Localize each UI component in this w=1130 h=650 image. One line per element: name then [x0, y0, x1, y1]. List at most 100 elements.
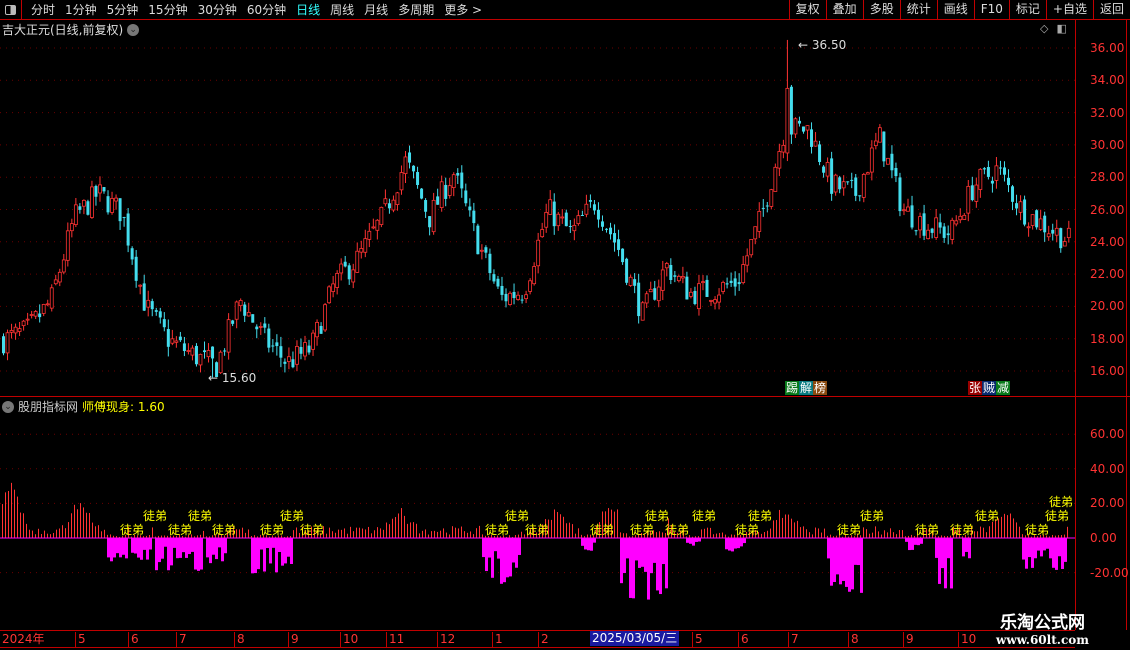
candle-body: [854, 177, 858, 196]
indicator-bar-positive: [728, 536, 729, 538]
tool-button[interactable]: 统计: [899, 0, 937, 19]
indicator-bar-negative: [161, 538, 164, 559]
indicator-bar-positive: [719, 532, 720, 538]
indicator-bar-positive: [887, 532, 888, 538]
period-tab[interactable]: 30分钟: [197, 3, 237, 17]
indicator-bar-positive: [992, 521, 993, 538]
indicator-bar-positive: [461, 526, 462, 538]
indicator-bar-positive: [395, 517, 396, 538]
period-tab[interactable]: 15分钟: [148, 3, 188, 17]
candle-body: [818, 144, 822, 163]
panel-toggle-button[interactable]: [0, 0, 22, 19]
candle-body: [431, 199, 436, 233]
candle-body: [460, 172, 464, 189]
min-price-label: ← 15.60: [208, 371, 257, 385]
indicator-bar-negative: [830, 538, 833, 586]
indicator-bar-negative: [146, 538, 149, 560]
indicator-bar-positive: [626, 533, 627, 538]
candle-body: [617, 239, 621, 250]
main-chart-tools: ◇ ◧: [1040, 22, 1067, 35]
candle-body: [447, 185, 452, 196]
indicator-bar-positive: [746, 531, 747, 538]
candle-body: [556, 213, 561, 227]
indicator-bar-positive: [767, 530, 768, 538]
indicator-bar-negative: [641, 538, 644, 567]
signal-label: 徒弟: [975, 509, 999, 523]
tool-button[interactable]: 多股: [862, 0, 900, 19]
candle-body: [648, 288, 653, 293]
indicator-bar-positive: [953, 526, 954, 538]
candle-body: [395, 192, 400, 205]
tool-button[interactable]: 叠加: [825, 0, 863, 19]
candle-body: [263, 323, 267, 328]
indicator-bar-negative: [194, 538, 197, 570]
signal-label: 徒弟: [748, 509, 772, 523]
indicator-bar-negative: [698, 538, 701, 542]
indicator-bar-negative: [1028, 538, 1031, 558]
candle-body: [215, 362, 219, 378]
candle-body: [198, 353, 203, 366]
indicator-bar-positive: [752, 531, 753, 538]
indicator-bar-positive: [788, 514, 789, 538]
candle-body: [78, 206, 82, 210]
candle-body: [584, 203, 589, 215]
indicator-bar-negative: [695, 538, 698, 542]
indicator-bar-positive: [365, 529, 366, 538]
period-tab[interactable]: 60分钟: [246, 3, 287, 17]
candle-body: [568, 225, 572, 227]
indicator-bar-positive: [53, 532, 54, 538]
candle-body: [540, 229, 545, 238]
indicator-bar-positive: [689, 535, 690, 538]
tag-char: 解: [799, 381, 814, 395]
period-tab[interactable]: 多周期: [398, 3, 435, 17]
period-tab[interactable]: 月线: [364, 3, 389, 17]
tool-button[interactable]: 返回: [1092, 0, 1130, 19]
period-tab[interactable]: 1分钟: [65, 3, 97, 17]
candle-body: [793, 118, 798, 135]
indicator-bar-positive: [770, 528, 771, 538]
chevron-down-icon[interactable]: ⌄: [127, 23, 140, 36]
indicator-bar-positive: [731, 534, 732, 538]
indicator-bar-negative: [518, 538, 521, 555]
period-tab[interactable]: 更多 >: [444, 3, 483, 17]
tool-button[interactable]: 复权: [788, 0, 826, 19]
candle-body: [82, 199, 86, 207]
candle-body: [468, 206, 472, 211]
candle-body: [637, 282, 641, 317]
panel-icon[interactable]: ◧: [1056, 22, 1067, 35]
candle-body: [741, 264, 746, 284]
chevron-down-icon[interactable]: ⌄: [2, 400, 14, 413]
indicator-bar-positive: [671, 524, 672, 538]
period-tab[interactable]: 日线: [296, 3, 321, 17]
indicator-bar-positive: [221, 534, 222, 538]
candle-body: [596, 209, 600, 220]
period-tab[interactable]: 周线: [330, 3, 355, 17]
tool-button[interactable]: F10: [973, 0, 1009, 19]
indicator-bar-positive: [845, 534, 846, 538]
indicator-bar-negative: [209, 538, 212, 564]
candle-body: [946, 233, 950, 236]
tool-button[interactable]: +自选: [1045, 0, 1093, 19]
diamond-icon[interactable]: ◇: [1040, 22, 1049, 35]
indicator-bar-negative: [653, 538, 656, 563]
period-tab[interactable]: 分时: [31, 3, 56, 17]
candle-body: [600, 221, 604, 227]
panel-divider[interactable]: [0, 396, 1130, 397]
candle-body: [592, 204, 596, 211]
period-tab[interactable]: 5分钟: [106, 3, 139, 17]
candle-body: [628, 276, 633, 286]
indicator-bar-positive: [1010, 513, 1011, 538]
time-label: 10: [958, 632, 976, 647]
indicator-bar-positive: [140, 535, 141, 538]
candle-body: [520, 299, 524, 301]
indicator-bar-positive: [71, 513, 72, 538]
indicator-tick: 60.00: [1090, 427, 1125, 442]
indicator-bar-positive: [704, 528, 705, 538]
tool-button[interactable]: 画线: [936, 0, 974, 19]
indicator-bar-positive: [116, 536, 117, 538]
indicator-bar-positive: [818, 528, 819, 538]
candle-body: [898, 177, 902, 212]
tool-button[interactable]: 标记: [1008, 0, 1046, 19]
candle-body: [833, 174, 838, 193]
